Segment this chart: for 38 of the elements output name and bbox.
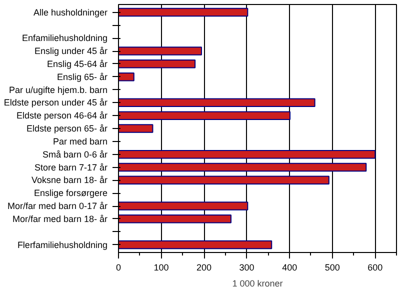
x-tick-label: 600	[368, 262, 383, 272]
bar	[118, 8, 248, 17]
y-tick-label: Eldste person under 45 år	[4, 98, 108, 108]
bar	[118, 240, 272, 250]
y-tick-label: Voksne barn 18- år	[31, 175, 108, 186]
y-tick-label: Mor/far med barn 0-17 år	[7, 201, 108, 211]
bar	[118, 111, 291, 120]
x-tick-label: 300	[239, 262, 254, 272]
y-tick-label: Enslig 45-64 år	[46, 58, 108, 69]
bar	[118, 124, 154, 133]
y-tick-label: Par u/ugifte hjem.b. barn	[8, 84, 108, 95]
bar	[118, 150, 376, 159]
y-tick-label: Alle husholdninger	[33, 7, 108, 18]
bar	[118, 72, 134, 82]
y-tick-label: Enslig 65- år	[56, 72, 108, 82]
x-tick-label: 500	[324, 262, 340, 272]
y-tick-label: Små barn 0-6 år	[42, 149, 108, 160]
x-tick-label: 100	[154, 262, 169, 272]
bar	[118, 60, 196, 68]
y-tick-label: Mor/far med barn 18- år	[12, 214, 108, 224]
y-tick-label: Enslig under 45 år	[34, 46, 108, 56]
y-tick-label: Eldste person 65- år	[26, 124, 108, 134]
bar	[118, 162, 367, 172]
x-tick-label: 400	[282, 262, 298, 272]
y-tick-label: Par med barn	[52, 136, 108, 146]
bar	[118, 176, 330, 185]
x-tick-label: 200	[196, 262, 212, 272]
bar	[118, 46, 202, 56]
x-tick-label: 0	[116, 262, 122, 272]
bar	[118, 98, 316, 108]
y-tick-label: Enslige forsørgere	[34, 188, 108, 198]
y-tick-label: Store barn 7-17 år	[34, 162, 108, 172]
y-tick-label: Eldste person 46-64 år	[16, 110, 108, 121]
y-tick-label: Enfamiliehusholdning	[22, 33, 108, 44]
bar	[118, 214, 232, 224]
y-tick-label: Flerfamiliehusholdning	[17, 240, 108, 250]
bar	[118, 202, 248, 210]
x-axis-title: 1 000 kroner	[232, 278, 283, 288]
